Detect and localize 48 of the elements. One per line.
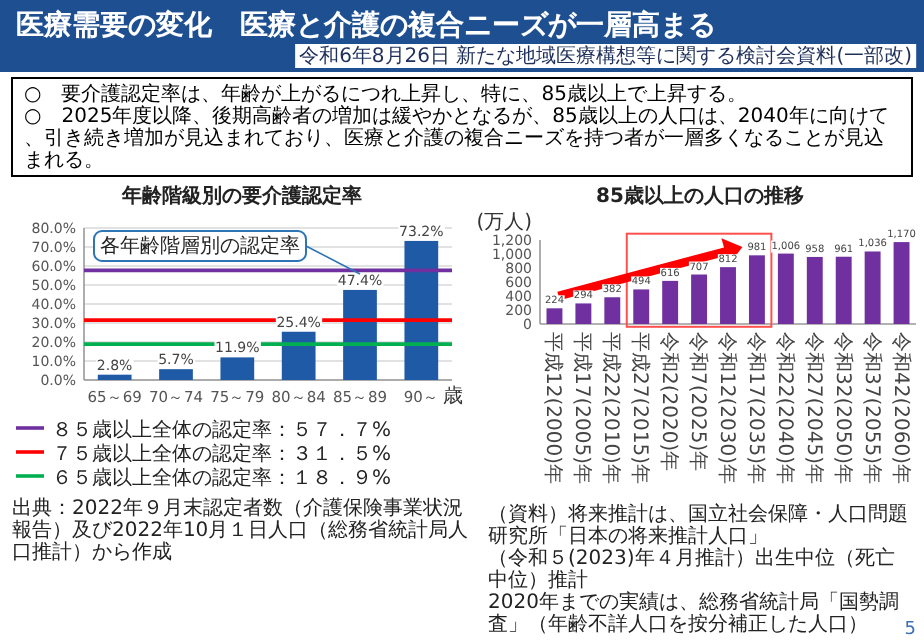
x-axis-title: 歳 [442,384,463,408]
bar [159,369,193,380]
x-tick-label: 令和32(2050)年 [830,332,855,484]
x-tick-label: 令和27(2045)年 [801,332,826,484]
chart-title: 85歳以上の人口の推移 [596,184,804,208]
x-tick-label: 令和2(2020)年 [657,332,682,472]
x-tick-label: 令和17(2035)年 [743,332,768,484]
text: ○ 要介護認定率は、年齢が上がるにつれ上昇し、特に、85歳以上で上昇する。 [24,82,747,106]
text: （資料）将来推計は、国立社会保障・人口問題研究所「日本の将来推計人口」 [488,501,908,548]
bar [720,267,736,324]
x-tick-label: 令和42(2060)年 [888,332,913,484]
source-note: 出典：2022年９月末認定者数（介護保険事業状況報告）及び2022年10月１日人口（総務省統計局人口推計）から作成 [12,496,469,564]
bar [633,289,650,324]
x-tick-label: 令和22(2040)年 [772,332,797,484]
x-tick-label: 令和7(2025)年 [686,332,711,472]
bar [604,297,621,324]
text: 医療需要の変化 医療と介護の複合ニーズが一層高まる [16,8,716,42]
bar [575,303,592,324]
bar [835,256,852,324]
legend-label: ６５歳以上全体の認定率：１８．９% [52,466,392,490]
text: 令和6年8月26日 新たな地域医療構想等に関する検討会資料(一部改) [299,44,913,68]
bar [546,308,563,324]
bar [220,357,255,380]
y-axis-title: (万人) [476,212,533,234]
bar [777,253,794,324]
text: 2020年までの実績は、総務省統計局「国勢調査」（年齢不詳人口を按分補正した人口） [488,589,899,636]
x-tick-label: 平成17(2005)年 [570,332,595,484]
text: ○ 2025年度以降、後期高齢者の増加は緩やかとなるが、85歳以上の人口は、2040年に向けて、引き続き増加が見込まれており、医療と介護の複合ニーズを持つ者が一層多くなることが見込まれる。 [24,104,889,172]
bar [281,331,316,380]
bar [864,251,881,324]
bar [893,242,910,324]
x-tick-label: 平成27(2015)年 [628,332,653,484]
bar [748,255,765,324]
bar [97,374,132,380]
bar [691,274,708,324]
x-tick-label: 令和12(2030)年 [715,332,739,484]
legend-label: ７５歳以上全体の認定率：３１．５% [52,442,392,466]
bar [404,240,439,380]
x-tick-label: 平成22(2010)年 [599,332,624,484]
text: （令和５(2023)年４月推計）出生中位（死亡中位）推計 [488,545,895,592]
x-tick-label: 平成12(2000)年 [541,332,566,484]
bar [662,280,679,324]
bar [806,256,823,324]
x-tick-label: 令和37(2055)年 [859,332,884,484]
annotation: 各年齢階層別の認定率 [100,234,300,258]
text: 5 [904,620,916,640]
legend-label: ８５歳以上全体の認定率：５７．７% [52,418,392,442]
chart-title: 年齢階級別の要介護認定率 [120,184,362,208]
